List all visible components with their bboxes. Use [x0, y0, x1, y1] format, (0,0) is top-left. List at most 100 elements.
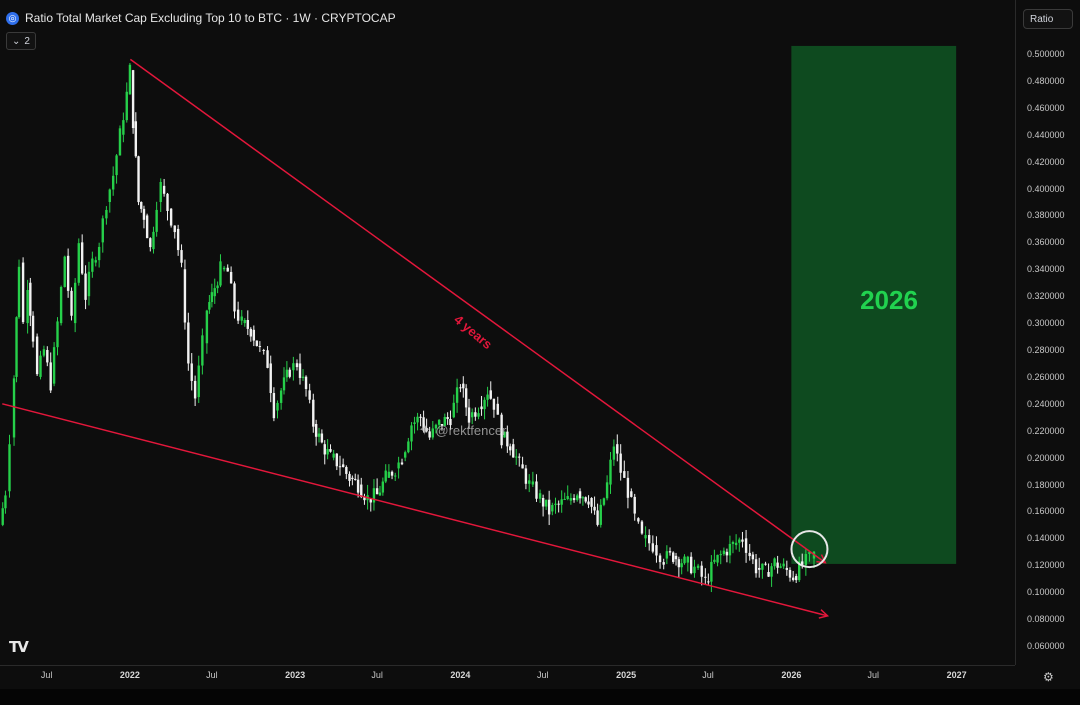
- trendline-lower-arrow: [818, 609, 830, 619]
- candle-body: [226, 267, 229, 272]
- y-tick-label: 0.420000: [1027, 156, 1065, 167]
- candle-body: [633, 496, 636, 514]
- candle-body: [292, 363, 295, 371]
- y-tick-label: 0.140000: [1027, 533, 1065, 544]
- candle-body: [725, 551, 729, 556]
- y-tick-label: 0.200000: [1027, 452, 1065, 463]
- candle-body: [569, 498, 573, 501]
- gear-icon[interactable]: ⚙: [1043, 670, 1054, 684]
- candle-body: [758, 567, 761, 570]
- candle-body: [169, 208, 173, 226]
- candle-body: [791, 577, 795, 580]
- y-tick-label: 0.160000: [1027, 506, 1065, 517]
- candle-body: [240, 316, 243, 321]
- candle-body: [782, 563, 785, 567]
- price-axis[interactable]: 0.500000 0.480000 0.460000 0.440000 0.420000…: [1015, 0, 1080, 665]
- candle-body: [770, 566, 773, 577]
- candle-body: [276, 402, 279, 411]
- candle-body: [201, 335, 204, 366]
- x-tick-label: 2026: [781, 670, 802, 680]
- candle-body: [279, 390, 283, 403]
- watermark-text: @rektfencer: [435, 422, 507, 438]
- chevron-down-icon: ⌄: [12, 35, 21, 47]
- candle-body: [557, 503, 560, 505]
- candle-body: [155, 209, 158, 232]
- candle-body: [602, 498, 606, 505]
- candle-body: [348, 473, 351, 481]
- candle-body: [84, 273, 87, 300]
- candle-body: [39, 355, 42, 377]
- candle-body: [381, 481, 385, 493]
- candle-body: [46, 350, 49, 363]
- candle-body: [295, 363, 299, 368]
- candle-body: [269, 363, 272, 394]
- time-axis[interactable]: [0, 665, 1015, 690]
- price-pane[interactable]: [0, 0, 1015, 665]
- tradingview-logo[interactable]: TV: [9, 638, 29, 656]
- candle-body: [521, 464, 524, 469]
- candle-body: [518, 456, 521, 458]
- y-tick-label: 0.500000: [1027, 49, 1065, 59]
- candle-body: [551, 505, 554, 512]
- candle-body: [599, 504, 602, 525]
- candle-body: [394, 475, 397, 477]
- scale-mode-button[interactable]: Ratio: [1023, 9, 1073, 29]
- runner-icon: ✦: [418, 422, 432, 439]
- candle-body: [308, 390, 311, 400]
- candle-body: [434, 424, 438, 429]
- candle-body: [105, 209, 108, 219]
- candle-body: [596, 510, 599, 525]
- candle-body: [554, 503, 557, 506]
- candle-body: [696, 565, 700, 568]
- candle-body: [341, 464, 345, 468]
- candle-body: [356, 479, 360, 493]
- candle-body: [785, 567, 789, 570]
- candle-body: [754, 559, 758, 574]
- x-tick-label: Jul: [206, 670, 218, 680]
- candle-body: [1, 508, 4, 525]
- candle-body: [8, 444, 11, 492]
- candle-body: [378, 492, 382, 496]
- candle-body: [288, 369, 291, 377]
- candle-body: [593, 506, 596, 511]
- candle-body: [345, 467, 348, 474]
- candle-body: [272, 393, 276, 419]
- candle-body: [363, 497, 366, 501]
- candle-body: [134, 121, 138, 157]
- candle-body: [213, 288, 216, 297]
- candle-body: [524, 468, 528, 484]
- indicators-toggle-button[interactable]: ⌄ 2: [6, 32, 36, 50]
- candle-body: [761, 563, 764, 570]
- candle-body: [605, 482, 609, 499]
- candle-body: [528, 480, 531, 484]
- candle-body: [716, 554, 719, 563]
- candle-body: [748, 552, 751, 557]
- y-tick-label: 0.400000: [1027, 183, 1065, 194]
- candle-body: [637, 518, 640, 522]
- candle-body: [623, 471, 626, 478]
- candle-body: [779, 566, 782, 568]
- candle-body: [578, 491, 582, 499]
- candle-body: [229, 271, 233, 284]
- candle-body: [587, 501, 590, 505]
- candle-body: [644, 535, 647, 539]
- candle-body: [422, 417, 425, 428]
- candle-body: [419, 416, 422, 418]
- candle-body: [425, 427, 428, 432]
- candle-body: [152, 231, 155, 250]
- candle-body: [689, 556, 693, 574]
- candle-body: [512, 444, 515, 458]
- candle-body: [35, 336, 39, 375]
- candle-body: [246, 320, 249, 329]
- candle-body: [680, 563, 683, 568]
- candle-body: [462, 383, 465, 389]
- candle-body: [626, 477, 630, 498]
- candle-body: [492, 398, 496, 410]
- trendline-lower[interactable]: [2, 403, 815, 614]
- candle-body: [744, 538, 748, 553]
- candle-body: [400, 462, 404, 465]
- candle-body: [455, 387, 459, 403]
- trendline-upper[interactable]: [129, 58, 815, 556]
- candle-body: [122, 120, 125, 135]
- candle-body: [285, 369, 289, 378]
